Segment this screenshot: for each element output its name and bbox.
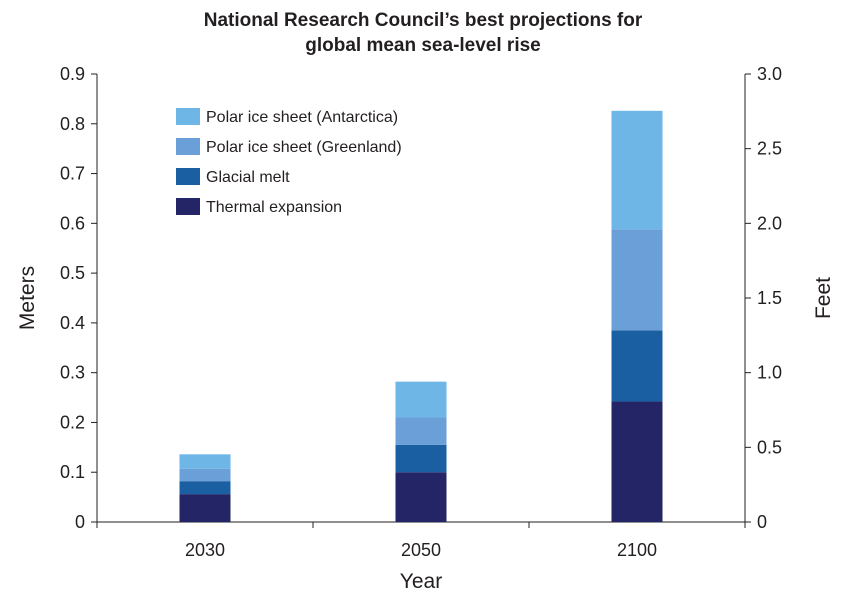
bars [179, 110, 663, 522]
legend-swatch [176, 138, 200, 155]
y-tick-label: 0.6 [60, 213, 85, 233]
bar-segment [395, 417, 447, 445]
y2-tick-label: 2.0 [757, 213, 782, 233]
bar-segment [611, 401, 663, 522]
y-tick-label: 0 [75, 512, 85, 532]
y-tick-label: 0.2 [60, 412, 85, 432]
x-axis-title: Year [400, 570, 442, 592]
y-tick-label: 0.8 [60, 114, 85, 134]
y2-tick-label: 1.0 [757, 363, 782, 383]
y-tick-label: 0.5 [60, 263, 85, 283]
y2-tick-label: 2.5 [757, 139, 782, 159]
legend-label: Polar ice sheet (Greenland) [206, 139, 402, 156]
legend-swatch [176, 108, 200, 125]
bar-segment [179, 494, 231, 522]
bar-segment [179, 481, 231, 495]
bar-segment [611, 110, 663, 230]
y2-axis-title: Feet [812, 277, 835, 319]
bar-segment [611, 330, 663, 402]
y-tick-label: 0.1 [60, 462, 85, 482]
y2-tick-label: 0 [757, 512, 767, 532]
chart-title-line-2: global mean sea-level rise [305, 35, 541, 56]
y2-tick-label: 0.5 [757, 437, 782, 457]
bar-segment [611, 229, 663, 331]
y-axis-title: Meters [16, 266, 39, 330]
y-tick-label: 0.3 [60, 363, 85, 383]
y-tick-label: 0.9 [60, 64, 85, 84]
chart-title-line-1: National Research Council’s best project… [204, 10, 643, 31]
legend-swatch [176, 168, 200, 185]
x-tick-label: 2100 [617, 540, 657, 560]
x-tick-label: 2050 [401, 540, 441, 560]
legend-label: Thermal expansion [206, 199, 342, 216]
y2-tick-label: 3.0 [757, 64, 782, 84]
y-tick-label: 0.7 [60, 164, 85, 184]
x-tick-label: 2030 [185, 540, 225, 560]
bar-segment [179, 468, 231, 482]
bar-segment [395, 472, 447, 522]
legend: Polar ice sheet (Antarctica) Polar ice sh… [176, 108, 402, 216]
bar-segment [395, 381, 447, 418]
y-tick-label: 0.4 [60, 313, 85, 333]
axes: 0 0.1 0.2 0.3 0.4 0.5 0.6 0.7 0.8 0.9 0 0.5 1.0 1.5 2.… [60, 64, 782, 560]
legend-label: Polar ice sheet (Antarctica) [206, 109, 398, 126]
bar-segment [179, 454, 231, 469]
y2-tick-label: 1.5 [757, 288, 782, 308]
bar-segment [395, 444, 447, 473]
legend-label: Glacial melt [206, 169, 290, 186]
legend-swatch [176, 198, 200, 215]
